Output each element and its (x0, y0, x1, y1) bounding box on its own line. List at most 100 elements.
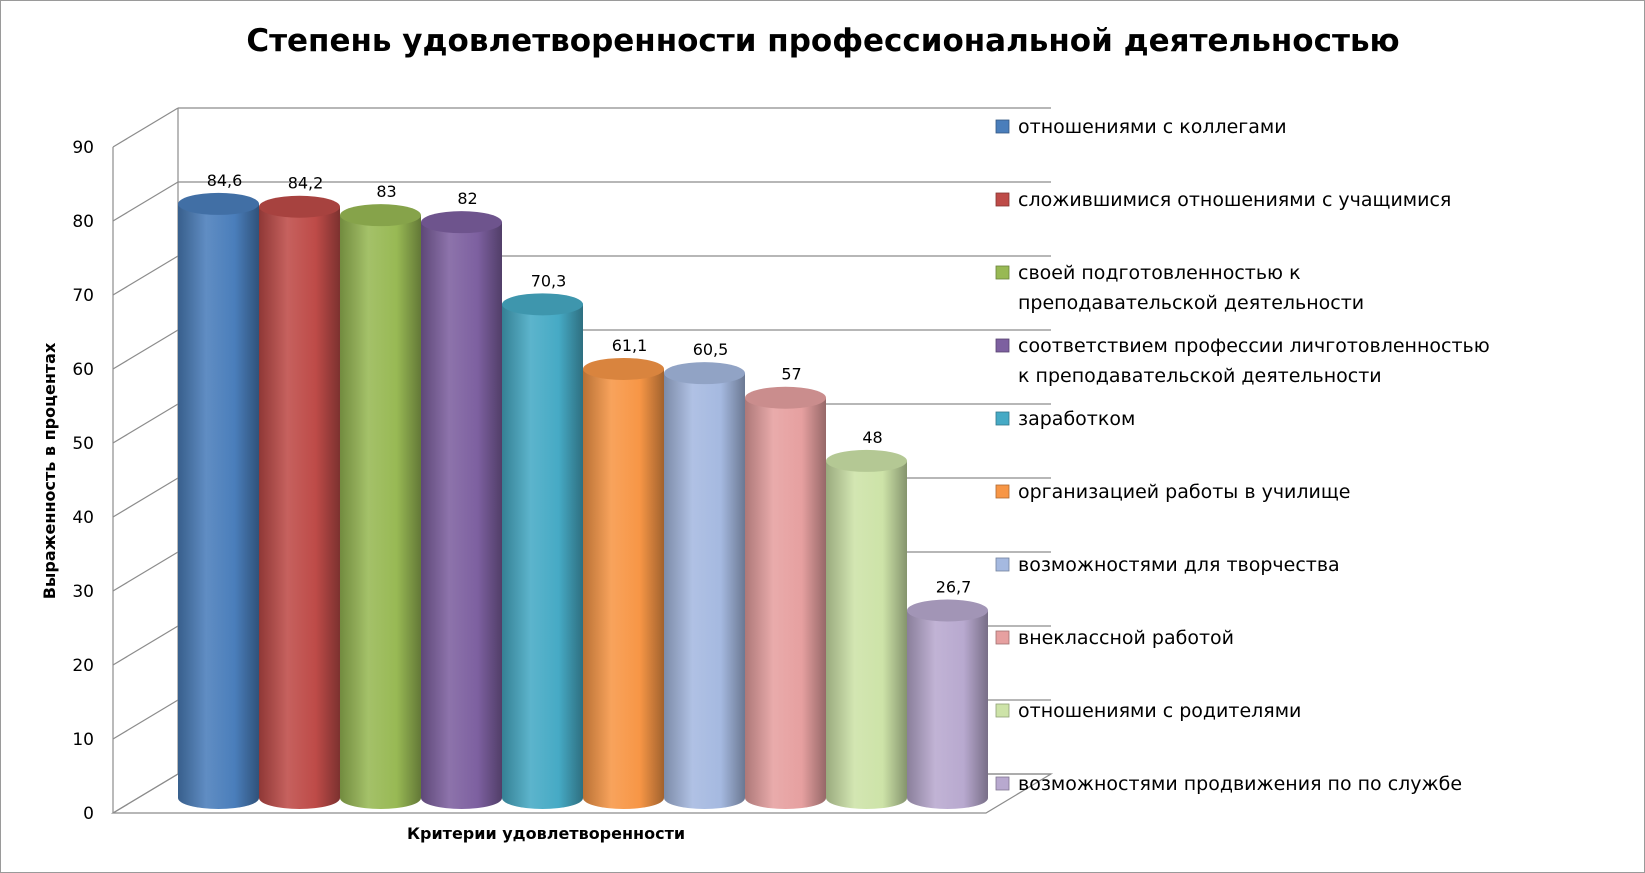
bar-top (502, 293, 583, 316)
legend-swatch (995, 776, 1010, 791)
gridline-side (112, 107, 179, 148)
y-tick-label: 90 (72, 138, 94, 158)
legend-swatch (995, 484, 1010, 499)
data-label: 61,1 (612, 336, 648, 355)
chart-floor (110, 773, 1054, 814)
legend-label: отношениями с коллегами (1018, 116, 1287, 138)
legend-label: заработком (1018, 408, 1135, 430)
legend-item-3: своей подготовленностью к преподавательск… (995, 262, 1364, 314)
bar-top (745, 386, 826, 409)
legend-label: преподавательской деятельности (1018, 292, 1364, 314)
gridline-side (112, 329, 179, 370)
legend: отношениями с коллегами сложившимися отно… (995, 116, 1490, 795)
gridline-side (112, 255, 179, 296)
bar-top (826, 449, 907, 472)
y-tick-label: 0 (83, 804, 94, 824)
bar-1 (178, 192, 259, 810)
y-tick-label: 40 (72, 508, 94, 528)
bar-body (826, 460, 907, 809)
data-label: 84,2 (288, 174, 324, 193)
bar-body (907, 610, 988, 809)
legend-swatch (995, 265, 1010, 280)
data-label: 82 (457, 189, 477, 208)
legend-item-7: возможностями для творчества (995, 554, 1340, 576)
bar-5 (502, 293, 583, 809)
legend-swatch (995, 192, 1010, 207)
bar-top (340, 204, 421, 227)
legend-swatch (995, 338, 1010, 353)
y-tick-label: 80 (72, 212, 94, 232)
legend-item-1: отношениями с коллегами (995, 116, 1287, 138)
legend-item-6: организацией работы в училище (995, 481, 1350, 503)
chart-title: Степень удовлетворенности профессиональн… (246, 23, 1399, 59)
legend-item-8: внеклассной работой (995, 627, 1234, 649)
data-label: 26,7 (936, 578, 972, 597)
y-tick-label: 20 (72, 656, 94, 676)
data-label: 60,5 (693, 340, 729, 359)
legend-item-9: отношениями с родителями (995, 700, 1301, 722)
y-tick-label: 50 (72, 434, 94, 454)
bar-10 (907, 599, 988, 809)
bar-4 (421, 211, 502, 809)
data-label: 84,6 (207, 171, 243, 190)
bar-6 (583, 357, 664, 809)
gridline-side (112, 181, 179, 222)
bar-body (502, 304, 583, 809)
legend-item-10: возможностями продвижения по по службе (995, 773, 1462, 795)
legend-label: возможностями для творчества (1018, 554, 1340, 576)
data-label: 57 (781, 365, 801, 384)
y-axis-title: Выраженность в процентах (40, 342, 59, 599)
bar-layer (178, 192, 988, 810)
legend-swatch (995, 557, 1010, 572)
legend-swatch (995, 119, 1010, 134)
gridline-side (112, 477, 179, 518)
bar-body (583, 368, 664, 809)
legend-swatch (995, 703, 1010, 718)
bar-body (259, 206, 340, 809)
gridline-side (112, 403, 179, 444)
bar-top (664, 362, 745, 385)
gridline-side (112, 625, 179, 666)
legend-label: к преподавательской деятельности (1018, 365, 1382, 387)
legend-label: своей подготовленностью к (1018, 262, 1301, 284)
bar-9 (826, 449, 907, 809)
legend-label: возможностями продвижения по по службе (1018, 773, 1462, 795)
data-label: 70,3 (531, 271, 567, 290)
bar-body (745, 397, 826, 809)
data-label-layer: 84,6 84,2 83 82 70,3 61,1 60,5 57 48 26,7 (207, 171, 972, 597)
bar-2 (259, 195, 340, 809)
bar-top (583, 357, 664, 380)
x-axis-title: Критерии удовлетворенности (407, 824, 685, 843)
bar-top (421, 211, 502, 234)
legend-item-5: заработком (995, 408, 1135, 430)
bar-body (178, 203, 259, 810)
bar-body (664, 373, 745, 809)
y-tick-label: 30 (72, 582, 94, 602)
bar-body (340, 215, 421, 810)
legend-label: соответствием профессии личготовленность… (1018, 335, 1490, 357)
legend-label: сложившимися отношениями с учащимися (1018, 189, 1451, 211)
bar-top (178, 192, 259, 215)
data-label: 48 (862, 428, 882, 447)
bar-top (259, 195, 340, 218)
legend-item-2: сложившимися отношениями с учащимися (995, 189, 1451, 211)
y-tick-label: 10 (72, 730, 94, 750)
bar-top (907, 599, 988, 622)
legend-label: организацией работы в училище (1018, 481, 1350, 503)
legend-item-4: соответствием профессии личготовленность… (995, 335, 1490, 387)
legend-swatch (995, 630, 1010, 645)
bar-7 (664, 362, 745, 809)
bar-body (421, 222, 502, 809)
legend-swatch (995, 411, 1010, 426)
y-tick-label: 60 (72, 360, 94, 380)
bar-3 (340, 204, 421, 810)
bar-8 (745, 386, 826, 809)
gridline-side (112, 699, 179, 740)
gridline-side (112, 551, 179, 592)
legend-label: отношениями с родителями (1018, 700, 1301, 722)
data-label: 83 (376, 182, 396, 201)
y-tick-label: 70 (72, 286, 94, 306)
legend-label: внеклассной работой (1018, 627, 1234, 649)
